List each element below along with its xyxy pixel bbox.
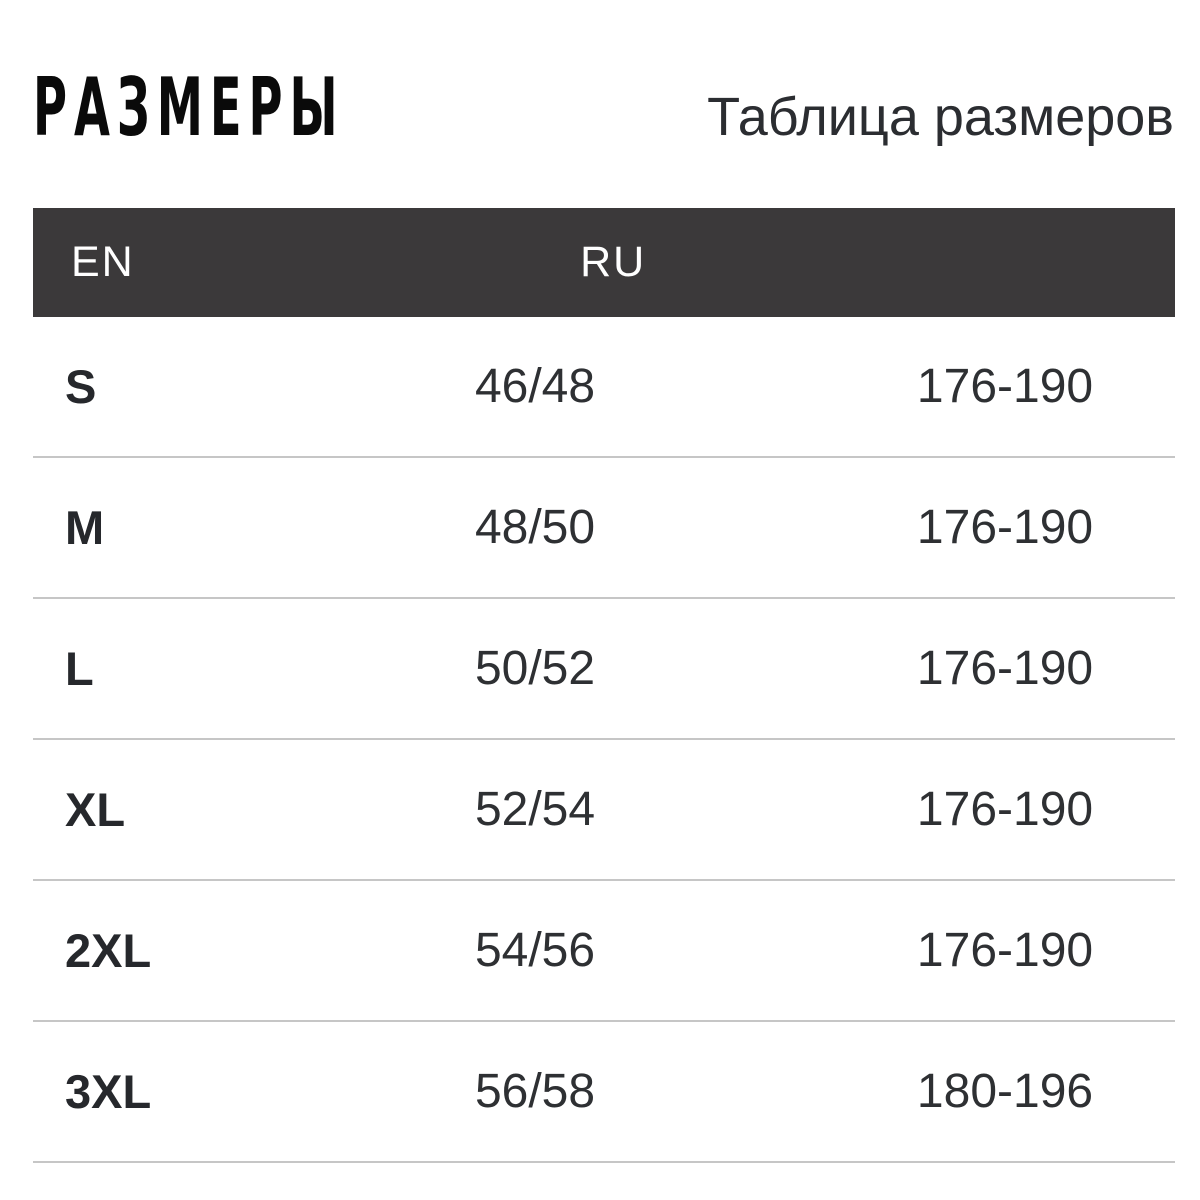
table-row: 3XL 56/58 180-196 xyxy=(33,1022,1175,1163)
table-row: 2XL 54/56 176-190 xyxy=(33,881,1175,1022)
cell-height-range: 180-196 xyxy=(916,1065,1094,1118)
table-row: M 48/50 176-190 xyxy=(33,458,1175,599)
cell-size-en: 3XL xyxy=(65,1065,152,1118)
table-row: XL 52/54 176-190 xyxy=(33,740,1175,881)
cell-height-range: 176-190 xyxy=(916,783,1094,836)
cell-size-ru: 56/58 xyxy=(474,1065,596,1118)
page-title: РАЗМЕРЫ xyxy=(33,61,345,154)
table-header-row: EN RU xyxy=(33,208,1175,317)
header-cell-en: EN xyxy=(71,238,135,286)
page-subtitle: Таблица размеров xyxy=(707,87,1174,147)
size-table: EN RU S 46/48 176-190 M 48/50 176-190 L … xyxy=(33,208,1175,1163)
table-row: S 46/48 176-190 xyxy=(33,317,1175,458)
cell-size-ru: 54/56 xyxy=(474,924,596,977)
header-cell-ru: RU xyxy=(580,238,647,286)
cell-size-en: S xyxy=(65,360,97,413)
cell-size-ru: 48/50 xyxy=(474,501,596,554)
cell-size-en: L xyxy=(65,642,94,695)
cell-size-en: XL xyxy=(65,783,126,836)
cell-size-ru: 50/52 xyxy=(474,642,596,695)
cell-height-range: 176-190 xyxy=(916,360,1094,413)
cell-size-ru: 52/54 xyxy=(474,783,596,836)
cell-height-range: 176-190 xyxy=(916,924,1094,977)
cell-size-en: 2XL xyxy=(65,924,152,977)
cell-size-en: M xyxy=(65,501,105,554)
cell-size-ru: 46/48 xyxy=(474,360,596,413)
table-row: L 50/52 176-190 xyxy=(33,599,1175,740)
page-header: РАЗМЕРЫ Таблица размеров xyxy=(0,0,1200,148)
cell-height-range: 176-190 xyxy=(916,501,1094,554)
cell-height-range: 176-190 xyxy=(916,642,1094,695)
